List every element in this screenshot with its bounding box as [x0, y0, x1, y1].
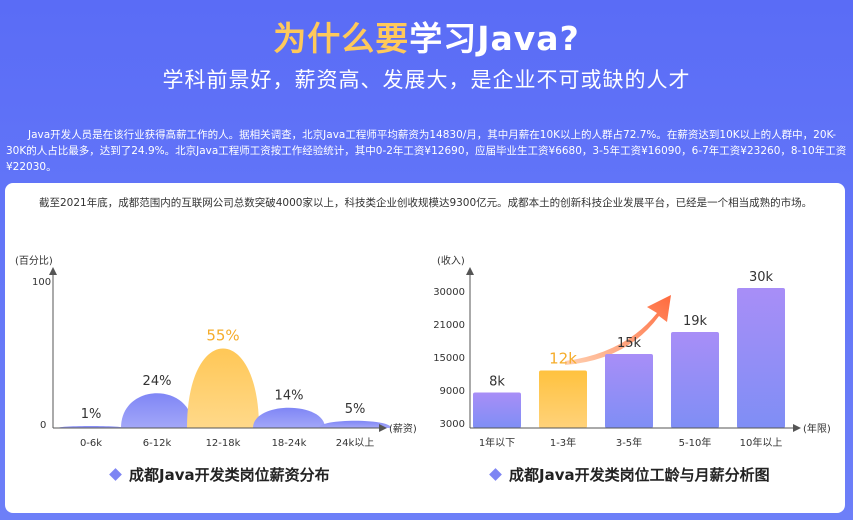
salary-bar: [671, 332, 719, 428]
salary-hump: [253, 407, 325, 428]
seniority-salary-chart: (收入) 3000 9000 15000 21000 30000 8k 1年以下 12k 1-…: [433, 254, 831, 449]
x-tick-label: 6-12k: [143, 438, 172, 449]
title-rest: 学习Java?: [409, 19, 580, 58]
y-tick-label: 30000: [433, 287, 465, 298]
card-paragraph: 截至2021年底，成都范围内的互联网公司总数突破4000家以上，科技类企业创收规…: [39, 197, 813, 209]
salary-hump: [319, 420, 391, 428]
y-axis-label: (百分比): [15, 255, 53, 267]
x-axis-arrow: [793, 424, 801, 432]
page-title: 为什么要学习Java?: [0, 12, 853, 60]
x-tick-label: 18-24k: [272, 438, 307, 449]
data-label: 19k: [683, 314, 708, 329]
y-tick-label: 9000: [440, 386, 465, 397]
x-tick-label: 24k以上: [336, 437, 375, 449]
y-tick-label: 21000: [433, 320, 465, 331]
y-axis-label: (收入): [437, 254, 465, 267]
data-label: 24%: [143, 374, 172, 389]
x-axis-arrow: [379, 424, 387, 432]
y-tick-label: 15000: [433, 353, 465, 364]
growth-arrow-icon: [565, 295, 671, 365]
x-axis-label: (年限): [803, 422, 831, 435]
diamond-bullet-icon: [489, 468, 502, 481]
x-axis-label: (薪资): [389, 423, 417, 435]
y-tick-0: 0: [40, 420, 46, 431]
page-subtitle: 学科前景好，薪资高、发展大，是企业不可或缺的人才: [162, 68, 691, 92]
chart2-caption: 成都Java开发类岗位工龄与月薪分析图: [489, 464, 770, 485]
chart1-caption: 成都Java开发类岗位薪资分布: [109, 464, 330, 485]
y-tick-100: 100: [32, 277, 51, 288]
x-tick-label: 1-3年: [550, 436, 576, 449]
salary-hump: [187, 348, 259, 428]
x-tick-label: 5-10年: [679, 436, 712, 449]
y-axis-arrow: [466, 267, 474, 275]
intro-paragraph: Java开发人员是在该行业获得高薪工作的人。据相关调查，北京Java工程师平均薪…: [6, 129, 847, 173]
content-card: 截至2021年底，成都范围内的互联网公司总数突破4000家以上，科技类企业创收规…: [5, 183, 845, 513]
x-tick-label: 12-18k: [206, 438, 241, 449]
data-label: 8k: [489, 375, 505, 390]
salary-hump: [121, 393, 193, 428]
y-axis-arrow: [49, 267, 57, 275]
y-tick-label: 3000: [440, 419, 465, 430]
data-label: 1%: [81, 407, 102, 422]
data-label: 55%: [206, 326, 239, 344]
data-label: 15k: [617, 336, 642, 351]
salary-distribution-chart: (百分比) 100 0 1% 0-6k 24% 6-12k 55% 12-18k 14% 18…: [15, 255, 417, 449]
data-label: 30k: [749, 270, 774, 285]
x-tick-label: 0-6k: [80, 438, 102, 449]
x-tick-label: 3-5年: [616, 436, 642, 449]
chart1-caption-text: 成都Java开发类岗位薪资分布: [129, 466, 330, 484]
title-highlight: 为什么要: [273, 19, 410, 58]
diamond-bullet-icon: [109, 468, 122, 481]
chart2-caption-text: 成都Java开发类岗位工龄与月薪分析图: [509, 466, 770, 484]
data-label: 14%: [275, 389, 304, 404]
x-tick-label: 1年以下: [479, 436, 515, 449]
salary-bar: [473, 392, 521, 428]
salary-bar: [539, 370, 587, 428]
x-tick-label: 10年以上: [740, 436, 783, 449]
salary-bar: [737, 288, 785, 428]
data-label: 5%: [345, 402, 366, 417]
salary-bar: [605, 354, 653, 428]
data-label: 12k: [549, 350, 577, 368]
